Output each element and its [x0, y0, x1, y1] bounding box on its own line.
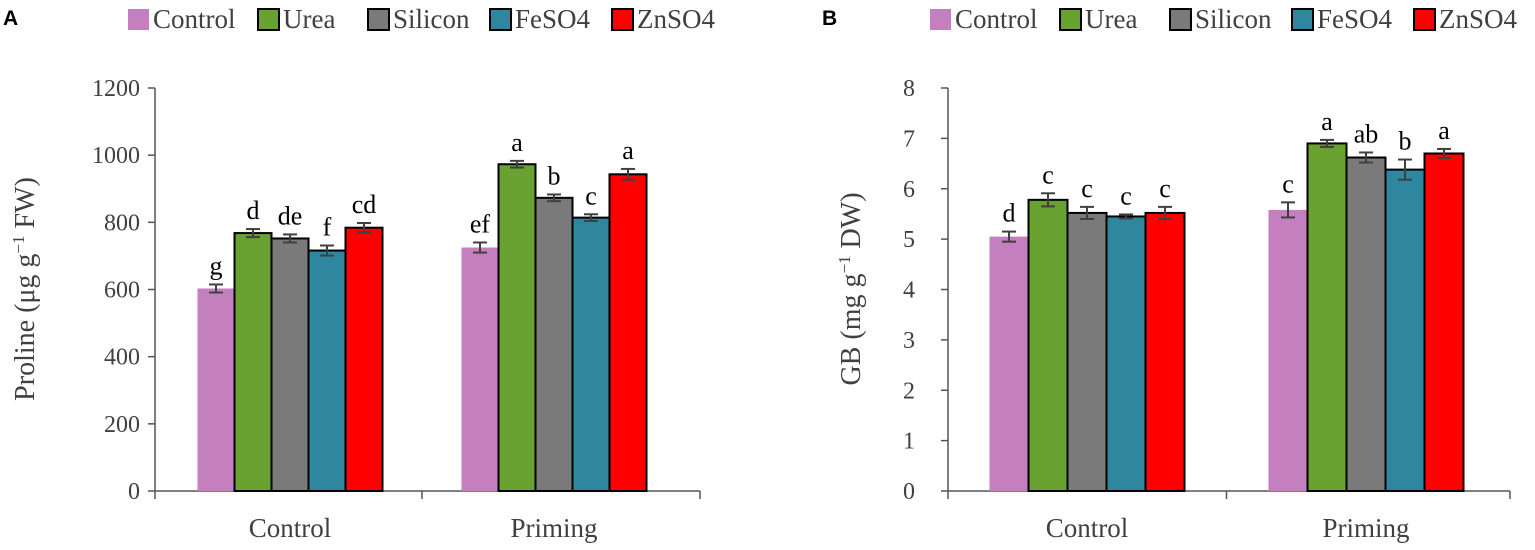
legend-label-feso4: FeSO4: [515, 4, 591, 34]
y-tick-label: 600: [104, 278, 140, 304]
legend-swatch-urea: [257, 8, 280, 31]
legend-swatch-silicon: [1169, 8, 1192, 31]
panel-b: B Control Urea Silicon FeSO4 ZnSO4 0 1 2 3 4 5 6 7 8 Co…: [822, 4, 1518, 543]
bar-control-priming: [1268, 209, 1308, 491]
bar-feso4-priming: [571, 216, 611, 493]
y-axis-label: GB (mg g−1 DW): [835, 192, 867, 385]
significance-letter: c: [1120, 181, 1132, 210]
bar-urea-control: [1027, 198, 1069, 493]
bar-urea-priming: [497, 163, 537, 492]
legend-swatch-control: [930, 9, 951, 30]
legend-label-control: Control: [153, 4, 236, 34]
significance-letter: c: [1282, 169, 1294, 198]
y-tick-label: 4: [903, 278, 915, 304]
significance-letter: c: [585, 181, 597, 210]
bar-znso4-priming: [608, 173, 648, 492]
significance-letter: ef: [470, 209, 491, 238]
legend-swatch-feso4: [489, 8, 512, 31]
bar-feso4-control: [1105, 215, 1147, 493]
significance-letter: d: [247, 196, 260, 225]
legend-swatch-feso4: [1291, 8, 1314, 31]
significance-letter: a: [1438, 116, 1450, 145]
legend-swatch-control: [128, 9, 149, 30]
legend-swatch-znso4: [1413, 8, 1436, 31]
legend-label-urea: Urea: [283, 4, 335, 34]
y-tick-label: 1: [903, 429, 915, 455]
bar-control-priming: [461, 247, 499, 491]
y-tick-label: 5: [903, 227, 915, 253]
significance-letter: cd: [352, 190, 377, 219]
bar-silicon-priming: [1345, 156, 1387, 493]
significance-letter: a: [1321, 107, 1333, 136]
panel-letter: A: [3, 7, 18, 30]
panel-letter: B: [822, 7, 837, 30]
bar-urea-priming: [1306, 142, 1348, 492]
significance-letter: f: [323, 213, 332, 242]
legend-label-urea: Urea: [1085, 4, 1137, 34]
legend-swatch-silicon: [367, 8, 390, 31]
y-tick-label: 400: [104, 345, 140, 371]
panel-a: A Control Urea Silicon FeSO4 ZnSO4 0 200 400 600 8…: [3, 4, 716, 543]
bar-znso4-control: [1144, 211, 1186, 492]
category-label-priming: Priming: [1322, 513, 1409, 543]
legend-label-control: Control: [955, 4, 1038, 34]
legend-label-znso4: ZnSO4: [1439, 4, 1518, 34]
legend-label-silicon: Silicon: [1195, 4, 1272, 34]
legend-label-znso4: ZnSO4: [637, 4, 716, 34]
category-label-priming: Priming: [510, 513, 597, 543]
y-tick-label: 1000: [92, 143, 140, 169]
significance-letter: d: [1003, 199, 1016, 228]
significance-letter: c: [1159, 174, 1171, 203]
legend-label-feso4: FeSO4: [1317, 4, 1393, 34]
category-label-control: Control: [1046, 513, 1129, 543]
bar-znso4-priming: [1423, 152, 1465, 493]
y-tick-label: 200: [104, 412, 140, 438]
significance-letter: a: [622, 136, 634, 165]
significance-letter: b: [548, 161, 561, 190]
bar-control-control: [197, 288, 235, 491]
bar-feso4-priming: [1384, 168, 1426, 492]
significance-letter: c: [1042, 160, 1054, 189]
significance-letter: ab: [1354, 119, 1379, 148]
legend-label-silicon: Silicon: [393, 4, 470, 34]
bar-silicon-control: [270, 237, 310, 492]
y-tick-label: 6: [903, 177, 915, 203]
bar-silicon-priming: [534, 196, 574, 492]
legend-swatch-urea: [1059, 8, 1082, 31]
y-axis-label: Proline (μg g−1 FW): [9, 177, 41, 401]
category-label-control: Control: [249, 513, 332, 543]
significance-letter: de: [278, 201, 303, 230]
y-tick-label: 2: [903, 378, 915, 404]
significance-letter: g: [210, 251, 223, 280]
bar-control-control: [989, 236, 1029, 491]
y-tick-label: 0: [903, 479, 915, 505]
y-tick-label: 3: [903, 328, 915, 354]
bar-silicon-control: [1066, 211, 1108, 492]
bar-znso4-control: [344, 226, 384, 492]
significance-letter: c: [1081, 174, 1093, 203]
significance-letter: b: [1399, 127, 1412, 156]
y-tick-label: 800: [104, 210, 140, 236]
legend-swatch-znso4: [611, 8, 634, 31]
y-tick-label: 1200: [92, 76, 140, 102]
y-tick-label: 0: [128, 479, 140, 505]
bar-urea-control: [233, 232, 273, 493]
bar-feso4-control: [307, 249, 347, 492]
significance-letter: a: [511, 128, 523, 157]
y-tick-label: 7: [903, 126, 915, 152]
y-tick-label: 8: [903, 76, 915, 102]
